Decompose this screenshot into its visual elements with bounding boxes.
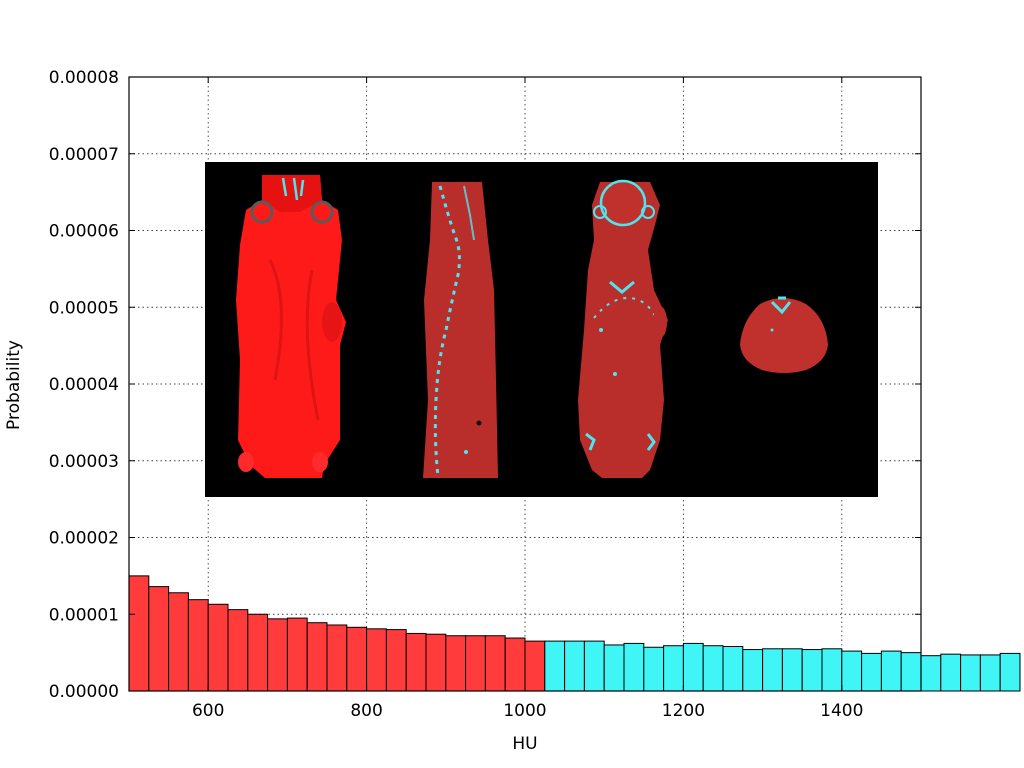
- histogram-bar: [702, 645, 724, 692]
- histogram-bar: [445, 635, 467, 692]
- histogram-bar: [861, 652, 882, 692]
- y-tick-label: 0.00005: [49, 298, 119, 318]
- histogram-bar: [663, 645, 684, 692]
- histogram-bar: [425, 633, 447, 692]
- x-tick-label: 1200: [662, 701, 705, 721]
- x-axis-label: HU: [512, 734, 537, 754]
- histogram-bar: [366, 628, 387, 692]
- histogram-bar: [682, 642, 704, 692]
- y-axis-ticks: 0.00000 0.00001 0.00002 0.00003 0.00004 0.000…: [49, 68, 921, 702]
- histogram-bar: [544, 640, 566, 692]
- histogram-bar: [405, 632, 427, 692]
- ct-sagittal-slice-icon: [423, 182, 498, 478]
- histogram-bar: [940, 653, 962, 692]
- histogram-bar: [326, 624, 348, 692]
- ct-inset-image: [205, 162, 878, 497]
- y-tick-label: 0.00000: [49, 682, 119, 702]
- histogram-bar: [524, 640, 546, 692]
- histogram-bar: [187, 599, 209, 692]
- y-tick-label: 0.00007: [49, 145, 119, 165]
- y-tick-label: 0.00002: [49, 529, 119, 549]
- histogram-bar: [207, 603, 229, 692]
- histogram-bar: [128, 575, 150, 692]
- histogram-bar: [781, 648, 803, 692]
- histogram-bar: [920, 655, 942, 692]
- histogram-bar: [385, 629, 407, 692]
- histogram-bar: [722, 645, 744, 692]
- x-tick-label: 600: [192, 701, 224, 721]
- histogram-bar: [999, 652, 1021, 692]
- histogram-bar: [841, 650, 863, 692]
- histogram-bar: [227, 609, 249, 692]
- histogram-bar: [960, 654, 981, 692]
- histogram-bar: [286, 617, 308, 692]
- histogram-bar: [564, 640, 585, 692]
- x-tick-label: 1400: [820, 701, 863, 721]
- histogram-bar: [880, 650, 902, 692]
- histogram-bars: [128, 575, 1021, 692]
- histogram-bar: [801, 649, 823, 692]
- histogram-bar: [465, 635, 486, 692]
- y-tick-label: 0.00008: [49, 68, 119, 88]
- y-tick-label: 0.00003: [49, 452, 119, 472]
- histogram-bar: [504, 637, 526, 692]
- histogram-bar: [306, 622, 328, 692]
- y-tick-label: 0.00006: [49, 222, 119, 242]
- histogram-bar: [267, 618, 288, 692]
- histogram-bar: [762, 648, 783, 692]
- histogram-bar: [583, 640, 605, 692]
- histogram-bar: [643, 646, 665, 692]
- x-tick-label: 800: [350, 701, 382, 721]
- histogram-bar: [742, 649, 764, 692]
- ct-axial-slice-icon: [740, 296, 828, 373]
- histogram-bar: [247, 613, 269, 692]
- ct-coronal-slice-icon: [578, 179, 668, 478]
- y-tick-label: 0.00004: [49, 375, 119, 395]
- histogram-bar: [346, 626, 368, 692]
- x-tick-label: 1000: [503, 701, 546, 721]
- histogram-bar: [900, 652, 922, 692]
- y-tick-label: 0.00001: [49, 605, 119, 625]
- histogram-bar: [168, 592, 189, 692]
- histogram-bar: [623, 642, 645, 692]
- ct-volume-rendering-dorsal-icon: [236, 175, 346, 478]
- histogram-bar: [821, 648, 843, 692]
- histogram-bar: [979, 654, 1001, 692]
- histogram-bar: [603, 644, 625, 692]
- histogram-bar: [148, 586, 170, 692]
- y-axis-label: Probability: [4, 340, 24, 430]
- histogram-bar: [484, 635, 506, 692]
- x-axis-ticks: 600 800 1000 1200 1400: [192, 77, 863, 721]
